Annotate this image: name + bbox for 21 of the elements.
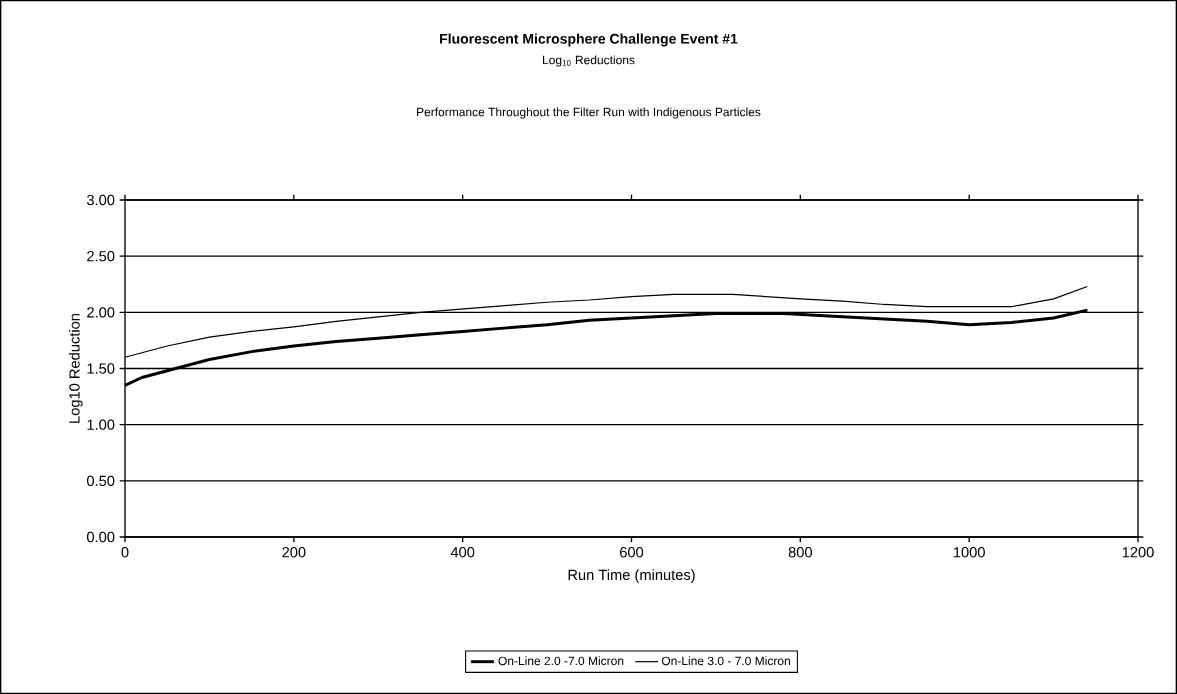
x-tick-label: 1000 [953,547,985,558]
y-tick-label: 3.00 [86,194,115,206]
chart-subtitle: Log$_{10}$ Reductions [543,55,635,67]
y-axis-title: Log10 Reduction [68,314,83,423]
y-tick-label: 1.50 [87,363,115,374]
text: Performance Throughout the Filter Run with Indigenous Particles [417,107,761,119]
legend-label: On-Line 2.0 -7.0 Micron [498,656,624,666]
x-tick-label: 800 [788,547,812,558]
chart-title: Fluorescent Microsphere Challenge Event #1 [440,33,738,47]
y-tick-label: 2.50 [87,250,115,262]
x-tick-label: 200 [282,547,306,558]
y-tick-label: 0.50 [86,475,115,487]
y-tick-label: 0.00 [86,531,115,543]
x-tick-label: 400 [450,547,475,558]
x-tick-label: 0 [121,547,129,558]
x-tick-label: 600 [620,547,644,558]
y-tick-label: 2.00 [87,307,115,318]
x-tick-label: 1200 [1122,547,1154,558]
x-axis-title: Run Time (minutes) [568,569,695,583]
legend-label: On-Line 3.0 - 7.0 Micron [661,656,790,666]
y-tick-label: 1.00 [87,419,115,430]
